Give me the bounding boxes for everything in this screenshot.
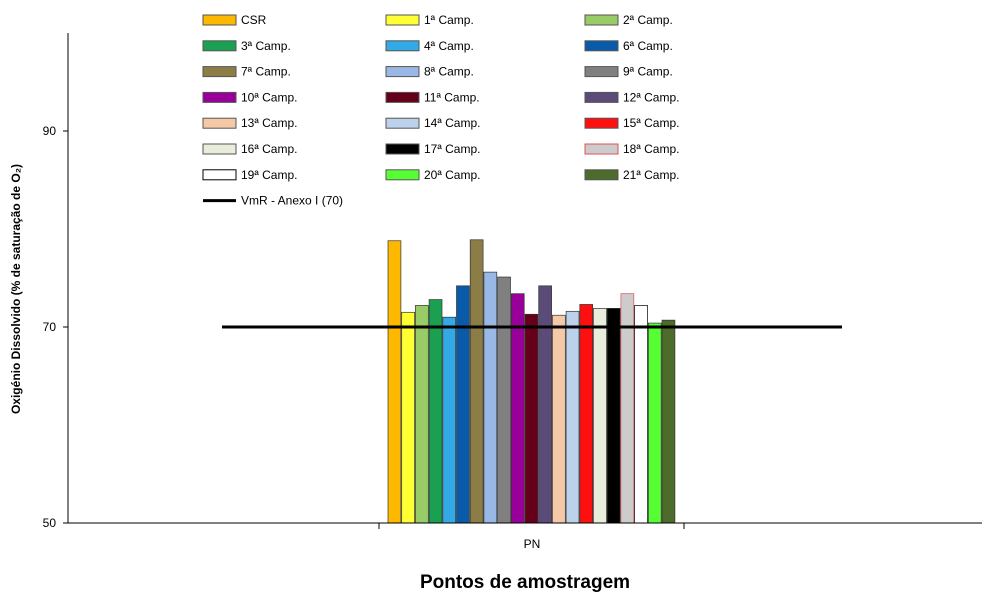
legend-label: 4ª Camp.	[424, 39, 474, 53]
legend-label: 10ª Camp.	[241, 90, 297, 104]
legend-label: 3ª Camp.	[241, 39, 291, 53]
bar-15	[579, 304, 594, 524]
legend-swatch	[584, 66, 619, 78]
bar-3	[415, 305, 429, 524]
legend-label: 12ª Camp.	[623, 90, 679, 104]
bar-7	[469, 239, 484, 524]
legend-label: 1ª Camp.	[424, 13, 474, 27]
y-axis-label: Oxigénio Dissolvido (% de saturação de O…	[9, 164, 23, 414]
bar-20	[647, 322, 662, 524]
legend-swatch	[584, 91, 619, 103]
legend-label: 11ª Camp.	[424, 90, 480, 104]
legend-swatch	[202, 40, 237, 52]
plot-area	[222, 239, 842, 524]
legend-swatch	[584, 169, 619, 181]
legend-swatch	[385, 117, 420, 129]
legend-label: 13ª Camp.	[241, 116, 297, 130]
bar-17	[606, 308, 621, 524]
legend-swatch	[385, 169, 420, 181]
legend-label: 16ª Camp.	[241, 142, 297, 156]
legend-label: 9ª Camp.	[623, 65, 673, 79]
bar-11	[524, 313, 539, 524]
bar-12	[538, 285, 552, 524]
axes: 50 70 90 PN	[43, 33, 982, 551]
bar-21	[661, 319, 676, 524]
y-tick-label: 50	[43, 516, 57, 530]
legend-swatch	[584, 143, 619, 155]
legend-swatch	[385, 91, 420, 103]
legend-swatch	[202, 117, 237, 129]
legend-swatch	[202, 169, 237, 181]
bar-2	[401, 311, 415, 524]
bar-19	[634, 305, 648, 524]
legend-label: 18ª Camp.	[623, 142, 679, 156]
legend-swatch	[385, 143, 420, 155]
bar-16	[593, 308, 607, 524]
legend-swatch	[202, 66, 237, 78]
legend-label: CSR	[241, 13, 267, 27]
legend-label: 21ª Camp.	[623, 168, 679, 182]
bar-9	[497, 276, 511, 524]
bar-6	[456, 285, 470, 524]
bar-13	[552, 314, 566, 524]
x-tick-label: PN	[524, 537, 541, 551]
bar-14	[565, 310, 580, 524]
legend-swatch	[584, 117, 619, 129]
legend-swatch	[584, 14, 619, 26]
y-tick-label: 70	[43, 320, 57, 334]
legend-swatch	[385, 40, 420, 52]
legend-label: 8ª Camp.	[424, 65, 474, 79]
legend-swatch	[385, 14, 420, 26]
legend-label: 7ª Camp.	[241, 65, 291, 79]
legend-label: 15ª Camp.	[623, 116, 679, 130]
y-tick-label: 90	[43, 124, 57, 138]
legend-label: 17ª Camp.	[424, 142, 480, 156]
legend-label: 19ª Camp.	[241, 168, 297, 182]
legend-swatch	[202, 143, 237, 155]
legend-swatch	[385, 66, 420, 78]
x-axis-label: Pontos de amostragem	[420, 572, 630, 592]
bar-1	[387, 240, 402, 524]
legend-swatch	[202, 91, 237, 103]
legend-label: 6ª Camp.	[623, 39, 673, 53]
legend-label: 20ª Camp.	[424, 168, 480, 182]
legend-swatch	[584, 40, 619, 52]
legend-swatch	[202, 14, 237, 26]
bar-8	[483, 271, 498, 524]
bar-5	[442, 316, 457, 524]
legend-label: 14ª Camp.	[424, 116, 480, 130]
legend: CSR 1ª Camp. 2ª Camp. 3ª Camp. 4ª Camp. 6ª Ca…	[202, 13, 679, 208]
bar-4	[428, 299, 443, 524]
legend-label: VmR - Anexo I (70)	[241, 194, 343, 208]
legend-label: 2ª Camp.	[623, 13, 673, 27]
